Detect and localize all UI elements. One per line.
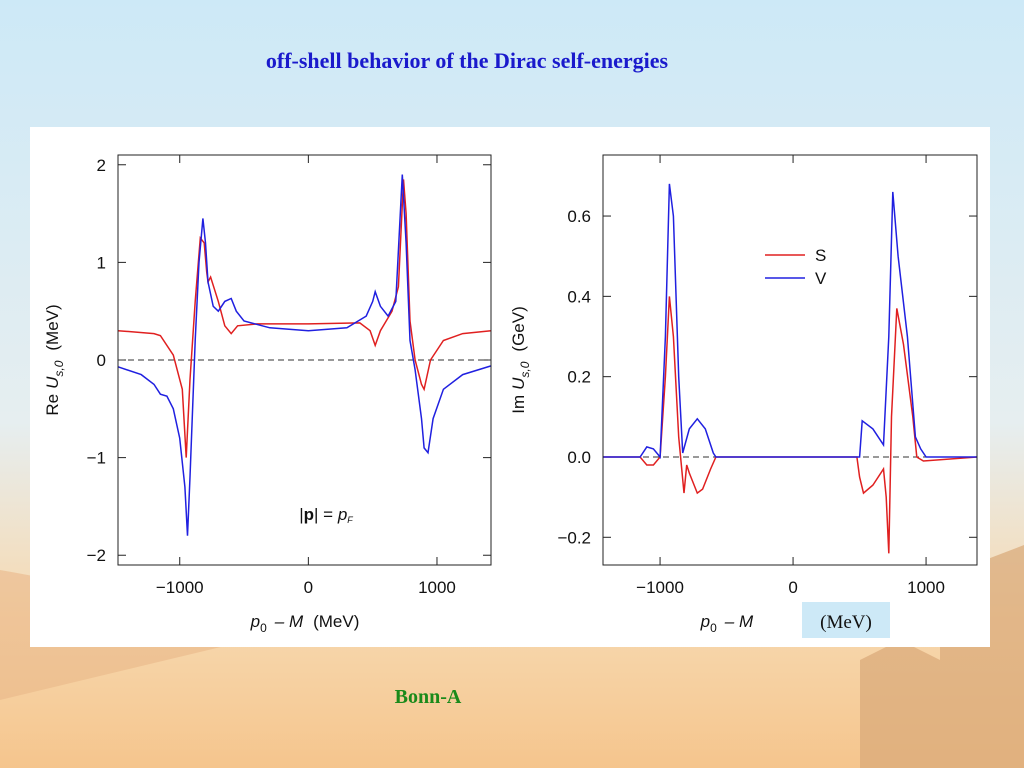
y-axis-label-part: Re bbox=[43, 394, 62, 416]
annotation: |p| = pF bbox=[299, 505, 353, 525]
unit-overlay-label: (MeV) bbox=[820, 612, 872, 633]
x-axis-label: p0– M(MeV) bbox=[700, 612, 810, 635]
y-axis-label-part: (GeV) bbox=[509, 306, 528, 351]
x-tick-label: −1000 bbox=[156, 578, 204, 597]
y-axis-label-part: s,0 bbox=[518, 361, 532, 377]
legend-label: S bbox=[815, 246, 826, 265]
annotation-part: | bbox=[299, 505, 303, 524]
y-axis-label-part: (MeV) bbox=[43, 304, 62, 350]
x-tick-label: 1000 bbox=[418, 578, 456, 597]
line-series bbox=[117, 174, 492, 536]
x-axis-label: p0 – M (MeV) bbox=[250, 612, 360, 635]
y-axis-label-part: U bbox=[509, 377, 528, 390]
annotation-part: | = bbox=[314, 505, 338, 524]
x-tick-label: 0 bbox=[304, 578, 313, 597]
y-tick-label: 0.4 bbox=[567, 287, 591, 306]
x-tick-label: −1000 bbox=[636, 578, 684, 597]
x-tick-label: 1000 bbox=[907, 578, 945, 597]
x-axis-label-part: – M bbox=[724, 612, 754, 631]
slide-title: off-shell behavior of the Dirac self-ene… bbox=[266, 48, 669, 73]
y-tick-label: −0.2 bbox=[557, 528, 591, 547]
line-series bbox=[603, 183, 977, 459]
footer-label: Bonn-A bbox=[395, 686, 462, 708]
plot-frame bbox=[117, 154, 492, 566]
x-axis-label-part: 0 bbox=[710, 621, 717, 635]
y-tick-label: 1 bbox=[97, 253, 106, 272]
annotation-part: p bbox=[337, 505, 347, 524]
unit-overlay bbox=[802, 602, 890, 638]
y-axis-label-part: Im bbox=[509, 395, 528, 414]
x-tick-label: 0 bbox=[788, 578, 797, 597]
y-axis-label: Re Us,0 (MeV) bbox=[43, 304, 66, 415]
x-axis-label-part: 0 bbox=[260, 621, 267, 635]
y-tick-label: −2 bbox=[87, 546, 106, 565]
legend-label: V bbox=[815, 269, 827, 288]
y-tick-label: 0.2 bbox=[567, 368, 591, 387]
x-axis-label-part: p bbox=[700, 612, 710, 631]
chart-right: −0.20.00.20.40.6−1000 0 1000ImUs,0(GeV)p0–… bbox=[509, 154, 978, 638]
y-tick-label: 2 bbox=[97, 156, 106, 175]
x-axis-label-part: – M bbox=[274, 612, 304, 631]
y-axis-label-part: U bbox=[43, 376, 62, 389]
annotation-part: F bbox=[347, 515, 353, 525]
x-axis-label-part: (MeV) bbox=[313, 612, 359, 631]
y-tick-label: 0.6 bbox=[567, 207, 591, 226]
y-tick-label: 0 bbox=[97, 351, 106, 370]
x-axis-label-part: p bbox=[250, 612, 260, 631]
plot-frame bbox=[602, 154, 978, 566]
y-axis-label: Im Us,0 (GeV) bbox=[509, 306, 532, 414]
y-tick-label: −1 bbox=[87, 449, 106, 468]
y-tick-label: 0.0 bbox=[567, 448, 591, 467]
y-axis-label-part: s,0 bbox=[52, 360, 66, 376]
annotation-part: p bbox=[304, 505, 314, 524]
